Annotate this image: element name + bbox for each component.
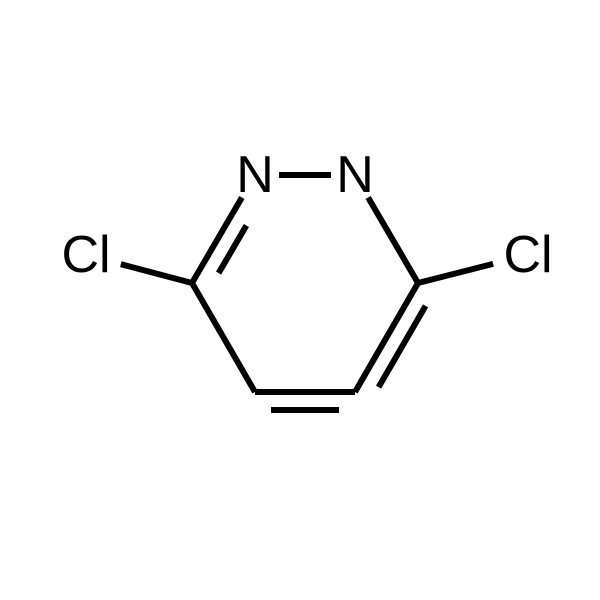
background — [0, 0, 600, 600]
atom-label-N1: N — [236, 146, 274, 204]
molecule-diagram: N N Cl Cl — [0, 0, 600, 600]
atom-label-N2: N — [336, 146, 374, 204]
atom-label-Cl2: Cl — [503, 226, 552, 284]
atom-label-Cl1: Cl — [61, 226, 110, 284]
